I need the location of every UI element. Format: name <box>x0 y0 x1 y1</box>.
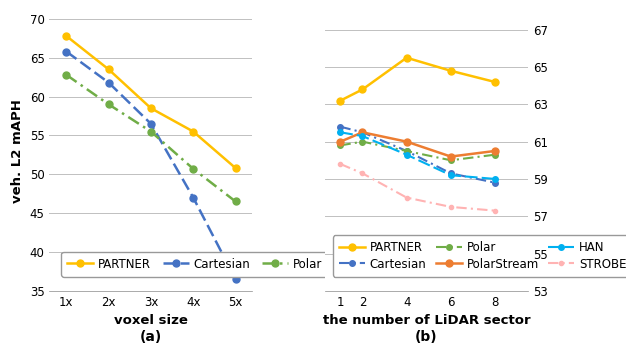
Text: (b): (b) <box>415 330 438 344</box>
X-axis label: voxel size: voxel size <box>114 314 188 327</box>
Text: (a): (a) <box>140 330 162 344</box>
Legend: PARTNER, Cartesian, Polar: PARTNER, Cartesian, Polar <box>61 252 328 276</box>
Legend: PARTNER, Cartesian, Polar, PolarStream, HAN, STROBE: PARTNER, Cartesian, Polar, PolarStream, … <box>333 235 626 276</box>
X-axis label: the number of LiDAR sector: the number of LiDAR sector <box>322 314 530 327</box>
Y-axis label: veh. L2 mAPH: veh. L2 mAPH <box>11 99 24 203</box>
